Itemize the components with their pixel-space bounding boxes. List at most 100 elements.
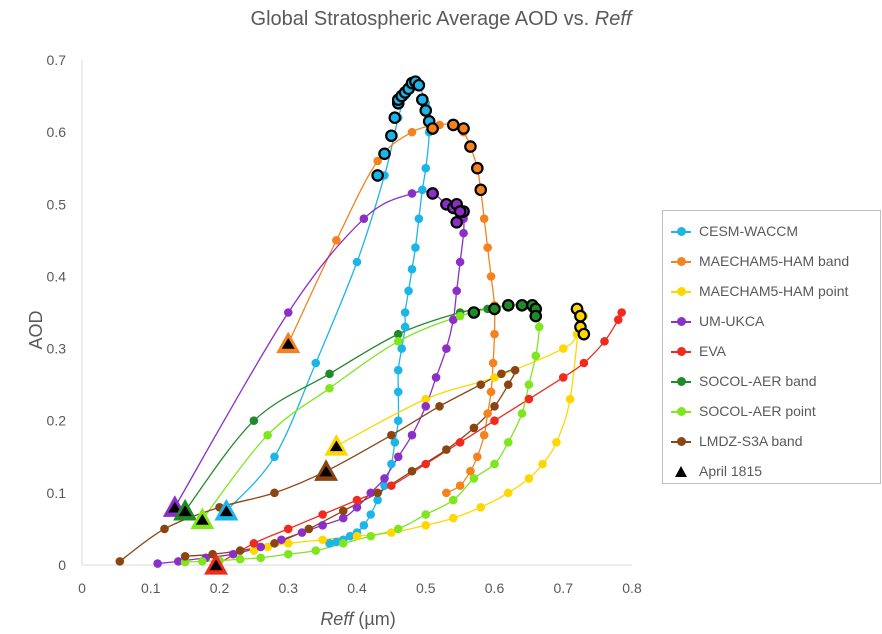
data-point-socol-aer-point: [490, 459, 499, 469]
data-point-um-ukca: [407, 430, 417, 440]
data-point-cesm-waccm: [270, 452, 279, 462]
legend-item: CESM-WACCM: [663, 222, 880, 242]
legend-item: LMDZ-S3A band: [663, 432, 880, 452]
x-tick-label: 0: [78, 580, 86, 596]
data-point-maecham5-ham-point: [490, 373, 499, 382]
data-point-socol-aer-band: [249, 416, 259, 426]
data-point-maecham5-ham-band: [407, 127, 417, 137]
data-point-maecham5-ham-point: [421, 394, 431, 404]
highlighted-point-cesm-waccm: [385, 129, 398, 143]
data-point-maecham5-ham-band: [473, 452, 482, 462]
x-tick-label: 0.3: [279, 580, 299, 596]
data-point-maecham5-ham-point: [524, 474, 534, 483]
series-points: [115, 75, 626, 570]
series-line-maecham5-ham-point: [253, 306, 585, 552]
data-point-eva: [283, 524, 293, 534]
data-point-um-ukca: [380, 474, 389, 483]
data-point-lmdz-s3a-band: [338, 506, 348, 516]
legend-marker-swatch: [677, 437, 686, 446]
april-1815-marker-core: [281, 338, 295, 349]
legend-item: SOCOL-AER band: [663, 372, 880, 392]
data-point-eva: [613, 315, 623, 325]
data-point-socol-aer-band: [393, 329, 403, 339]
data-point-socol-aer-band: [325, 369, 334, 379]
legend-marker-swatch: [677, 347, 686, 356]
data-point-cesm-waccm: [411, 243, 420, 252]
data-point-cesm-waccm: [397, 344, 406, 353]
y-tick-label: 0: [58, 557, 66, 573]
data-point-um-ukca: [297, 528, 307, 537]
data-point-cesm-waccm: [325, 539, 334, 548]
data-point-um-ukca: [455, 257, 465, 267]
highlighted-point-cesm-waccm: [412, 78, 426, 92]
data-point-eva: [579, 358, 589, 368]
data-point-maecham5-ham-band: [479, 430, 489, 440]
y-tick-label: 0.1: [47, 485, 67, 501]
data-point-lmdz-s3a-band: [387, 430, 396, 440]
data-point-um-ukca: [459, 228, 468, 238]
april-1815-marker-core: [329, 440, 343, 452]
data-point-um-ukca: [277, 535, 286, 545]
data-point-cesm-waccm: [393, 365, 403, 375]
x-tick-label: 0.1: [141, 580, 161, 596]
data-point-socol-aer-point: [534, 322, 544, 332]
data-point-lmdz-s3a-band: [510, 365, 520, 375]
data-point-maecham5-ham-band: [455, 481, 465, 490]
data-point-eva: [249, 539, 259, 548]
x-tick-label: 0.5: [416, 580, 436, 596]
legend-item: SOCOL-AER point: [663, 402, 880, 422]
data-point-socol-aer-point: [311, 546, 321, 555]
data-point-socol-aer-point: [338, 539, 348, 548]
series-line-lmdz-s3a-band: [119, 369, 516, 562]
data-point-cesm-waccm: [359, 521, 369, 530]
data-point-eva: [455, 438, 465, 447]
legend-label: April 1815: [699, 463, 763, 479]
data-point-cesm-waccm: [387, 459, 396, 469]
data-point-eva: [352, 495, 362, 505]
data-point-eva: [524, 394, 534, 404]
legend-label: MAECHAM5-HAM band: [699, 253, 850, 269]
data-point-maecham5-ham-point: [538, 459, 547, 469]
highlighted-point-um-ukca: [426, 187, 439, 200]
data-point-maecham5-ham-point: [318, 535, 327, 545]
data-point-um-ukca: [407, 189, 417, 198]
data-point-maecham5-ham-point: [503, 488, 513, 498]
highlighted-point-socol-aer-band: [529, 309, 543, 323]
legend-item: UM-UKCA: [663, 312, 880, 332]
highlighted-point-maecham5-ham-band: [474, 183, 488, 197]
y-tick-label: 0.7: [47, 52, 67, 68]
data-point-maecham5-ham-point: [565, 394, 575, 404]
data-point-socol-aer-point: [469, 474, 479, 483]
x-tick-label: 0.8: [622, 580, 642, 596]
series-line-socol-aer-band: [184, 304, 537, 512]
data-point-cesm-waccm: [393, 416, 403, 426]
data-point-socol-aer-point: [455, 311, 465, 321]
data-point-lmdz-s3a-band: [435, 401, 444, 411]
data-point-maecham5-ham-point: [352, 531, 362, 541]
highlighted-point-socol-aer-band: [467, 306, 481, 319]
data-point-maecham5-ham-point: [283, 539, 293, 548]
legend-item: April 1815: [663, 462, 880, 482]
data-point-lmdz-s3a-band: [497, 369, 506, 379]
data-point-socol-aer-point: [325, 383, 334, 393]
data-point-lmdz-s3a-band: [270, 539, 279, 548]
data-point-cesm-waccm: [393, 387, 403, 397]
highlighted-point-cesm-waccm: [388, 111, 402, 125]
data-point-socol-aer-point: [517, 409, 527, 418]
highlighted-point-cesm-waccm: [419, 104, 433, 117]
legend-label: SOCOL-AER point: [699, 403, 816, 419]
data-point-eva: [617, 308, 626, 317]
legend-marker-swatch: [677, 227, 686, 236]
highlighted-point-socol-aer-band: [488, 302, 501, 316]
data-point-lmdz-s3a-band: [469, 423, 479, 433]
highlighted-point-um-ukca: [453, 205, 467, 218]
data-point-lmdz-s3a-band: [407, 466, 417, 476]
data-point-cesm-waccm: [380, 481, 389, 490]
legend-label: UM-UKCA: [699, 313, 765, 329]
legend-marker-swatch: [677, 287, 686, 296]
data-point-um-ukca: [153, 559, 162, 568]
data-point-maecham5-ham-point: [421, 521, 431, 530]
highlighted-point-cesm-waccm: [371, 169, 384, 182]
y-tick-label: 0.3: [47, 341, 67, 357]
data-point-cesm-waccm: [400, 322, 410, 332]
